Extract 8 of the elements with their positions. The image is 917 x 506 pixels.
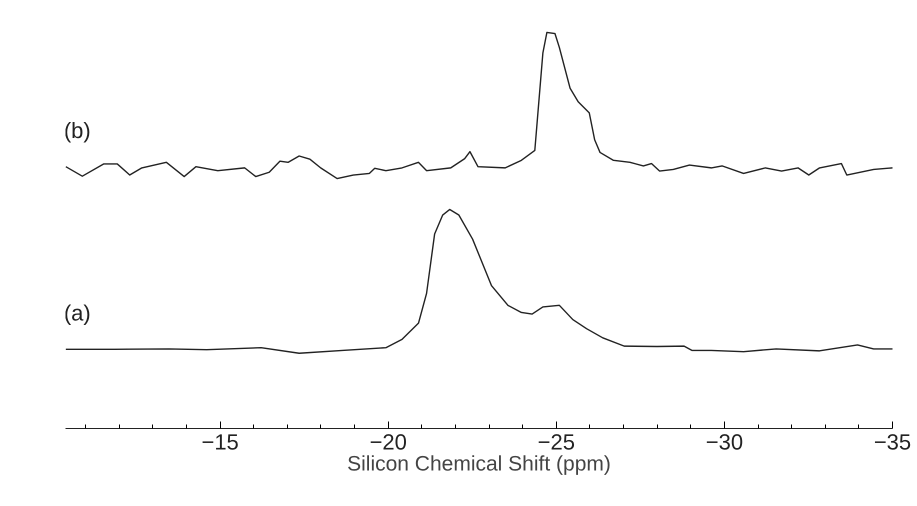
x-tick-label: −15: [201, 430, 239, 454]
series-label: (b): [64, 118, 91, 143]
x-axis-title: Silicon Chemical Shift (ppm): [347, 452, 611, 476]
x-tick-label: −30: [706, 430, 744, 454]
series-label: (a): [64, 300, 91, 326]
x-tick-label: −25: [538, 430, 575, 454]
x-tick-label: −20: [370, 430, 407, 454]
x-tick-label: −35: [874, 430, 912, 454]
